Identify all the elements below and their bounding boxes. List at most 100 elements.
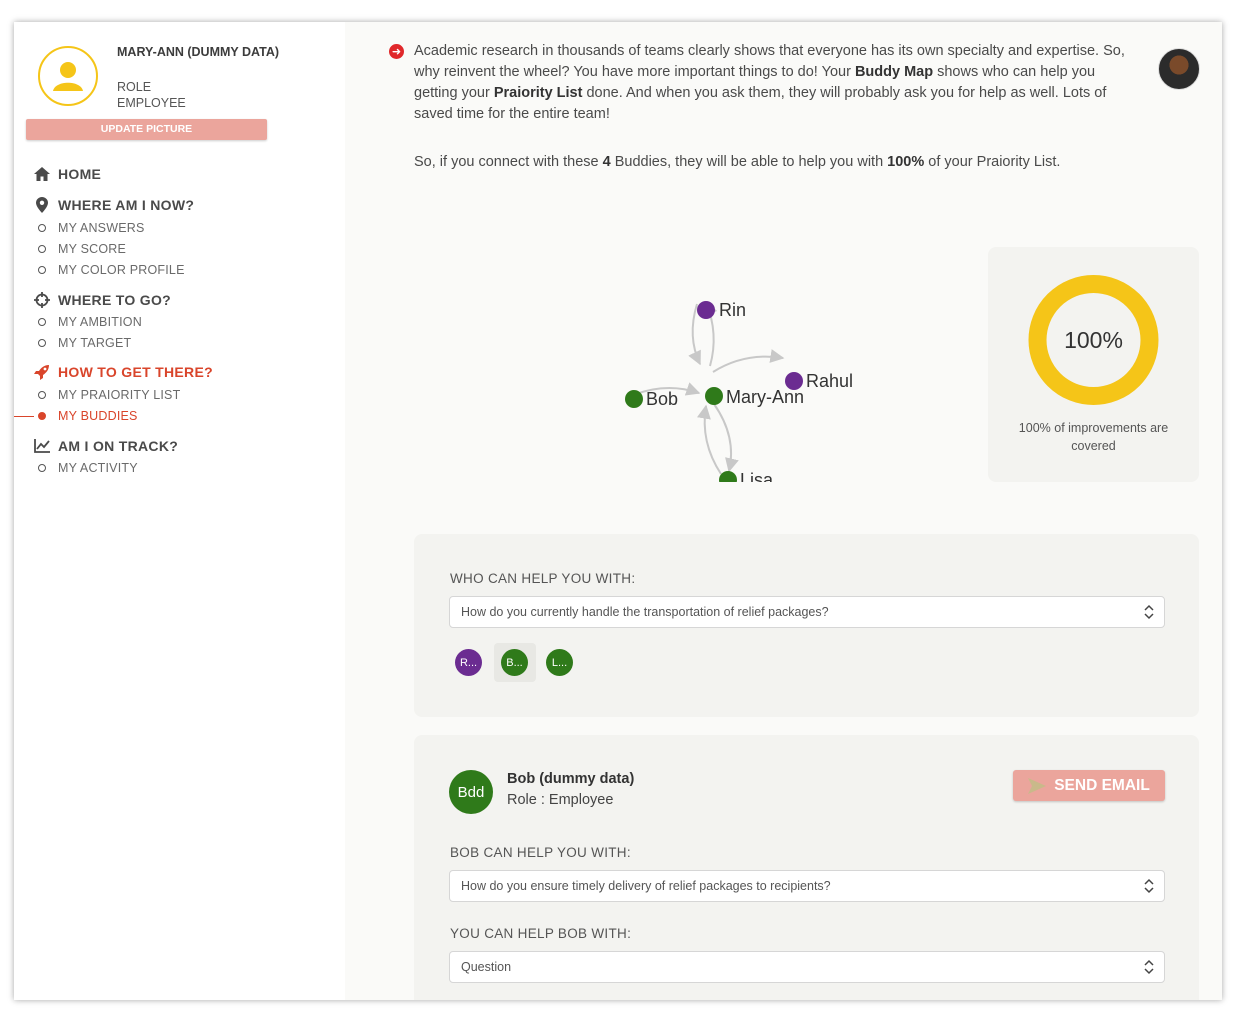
coverage-arc: [1028, 275, 1159, 405]
who-can-help-card: WHO CAN HELP YOU WITH: How do you curren…: [414, 534, 1199, 717]
who-can-help-select[interactable]: How do you currently handle the transpor…: [449, 596, 1165, 628]
you-help-buddy-select[interactable]: Question: [449, 951, 1165, 983]
node-lisa-label: Lisa: [740, 470, 774, 482]
nav-my-color-profile[interactable]: MY COLOR PROFILE: [38, 263, 185, 277]
edge-rin-to-maryann: [688, 303, 701, 366]
node-mary-ann-label: Mary-Ann: [726, 387, 804, 407]
summary-count: 4: [602, 154, 611, 170]
nav-my-praiority-list[interactable]: MY PRAIORITY LIST: [38, 388, 180, 402]
nav-my-color-profile-label: MY COLOR PROFILE: [58, 263, 185, 277]
node-rahul[interactable]: Rahul: [785, 371, 853, 391]
chevron-up-down-icon: [1144, 604, 1154, 620]
node-rin-label: Rin: [719, 300, 746, 320]
edge-maryann-to-rahul: [712, 349, 785, 373]
summary-text: So, if you connect with these 4 Buddies,…: [414, 154, 1154, 170]
profile-avatar: [38, 46, 98, 106]
node-bob-label: Bob: [646, 389, 678, 409]
buddy-can-help-select-value: How do you ensure timely delivery of rel…: [461, 879, 831, 893]
you-help-buddy-select-value: Question: [461, 960, 512, 974]
bullet-icon: [38, 318, 46, 326]
intro-buddy-map: Buddy Map: [854, 64, 934, 80]
nav-my-buddies[interactable]: MY BUDDIES: [38, 409, 138, 423]
intro-praiority-list: Praiority List: [493, 85, 583, 101]
profile-role-label: ROLE: [117, 80, 152, 94]
nav-where-to-go[interactable]: WHERE TO GO?: [34, 292, 171, 308]
node-rin[interactable]: Rin: [697, 300, 746, 320]
nav-how-to-get-there[interactable]: HOW TO GET THERE?: [34, 364, 213, 380]
nav-am-i-on-track-label: AM I ON TRACK?: [58, 438, 179, 454]
nav-my-target[interactable]: MY TARGET: [38, 336, 131, 350]
nav-where-am-i-label: WHERE AM I NOW?: [58, 197, 195, 213]
nav-my-answers-label: MY ANSWERS: [58, 221, 145, 235]
coverage-caption: 100% of improvements are covered: [1018, 421, 1169, 453]
user-photo-avatar[interactable]: [1158, 48, 1200, 90]
bullet-icon: [38, 266, 46, 274]
node-bob[interactable]: Bob: [625, 389, 678, 409]
nav-where-am-i[interactable]: WHERE AM I NOW?: [34, 197, 194, 213]
nav-my-answers[interactable]: MY ANSWERS: [38, 221, 145, 235]
node-mary-ann[interactable]: Mary-Ann: [705, 387, 804, 407]
nav-my-score-label: MY SCORE: [58, 242, 127, 256]
map-pin-icon: [34, 197, 50, 213]
node-rahul-label: Rahul: [806, 371, 853, 391]
send-email-label: SEND EMAIL: [1054, 776, 1150, 794]
intro-part1: Academic research in thousands of teams …: [414, 43, 1125, 80]
nav-home[interactable]: HOME: [34, 166, 101, 182]
node-lisa[interactable]: Lisa: [719, 470, 774, 482]
bullet-icon: [38, 245, 46, 253]
profile-name: MARY-ANN (DUMMY DATA): [117, 45, 280, 59]
sidebar: MARY-ANN (DUMMY DATA) ROLE EMPLOYEE UPDA…: [14, 22, 345, 1000]
buddy-avatar: Bdd: [449, 770, 493, 814]
edge-maryann-to-lisa: [713, 403, 739, 473]
nav-my-activity-label: MY ACTIVITY: [58, 461, 138, 475]
intro-part3: done. And when you ask them, they will p…: [414, 85, 1107, 122]
bullet-icon: [38, 391, 46, 399]
home-icon: [34, 166, 50, 182]
buddy-chip-rin[interactable]: R...: [455, 649, 482, 676]
intro-part2: shows who can help you getting your: [414, 64, 1096, 101]
app-window: MARY-ANN (DUMMY DATA) ROLE EMPLOYEE UPDA…: [14, 22, 1222, 1000]
nav-my-ambition-label: MY AMBITION: [58, 315, 142, 329]
nav-am-i-on-track[interactable]: AM I ON TRACK?: [34, 438, 178, 454]
bullet-icon: [38, 464, 46, 472]
nav-where-to-go-label: WHERE TO GO?: [58, 292, 172, 308]
coverage-donut: 100%: [1028, 275, 1159, 405]
send-email-button[interactable]: SEND EMAIL: [1013, 770, 1165, 801]
nav-my-target-label: MY TARGET: [58, 336, 132, 350]
nav-my-activity[interactable]: MY ACTIVITY: [38, 461, 138, 475]
bullet-icon: [38, 339, 46, 347]
active-indicator: [14, 416, 34, 417]
nav-my-score[interactable]: MY SCORE: [38, 242, 126, 256]
nav-my-ambition[interactable]: MY AMBITION: [38, 315, 142, 329]
bullet-icon: [38, 224, 46, 232]
you-help-buddy-label: YOU CAN HELP BOB WITH:: [450, 926, 632, 941]
arrow-right-circle-icon: ➜: [389, 44, 404, 59]
buddy-role: Role : Employee: [507, 792, 614, 808]
buddy-chip-lisa[interactable]: L...: [546, 649, 573, 676]
nav-home-label: HOME: [58, 166, 102, 182]
user-icon: [53, 62, 83, 91]
nav-my-buddies-label: MY BUDDIES: [58, 409, 138, 423]
chevron-up-down-icon: [1144, 959, 1154, 975]
summary-part3: of your Praiority List.: [924, 154, 1061, 170]
chevron-up-down-icon: [1144, 878, 1154, 894]
coverage-card: 100% 100% of improvements are covered: [988, 247, 1199, 482]
main-content: ➜ Academic research in thousands of team…: [345, 22, 1222, 1000]
summary-part1: So, if you connect with these: [414, 154, 603, 170]
nav-my-praiority-list-label: MY PRAIORITY LIST: [58, 388, 181, 402]
buddy-chip-bob[interactable]: B...: [501, 649, 528, 676]
edge-lisa-to-maryann: [697, 404, 722, 475]
buddy-can-help-select[interactable]: How do you ensure timely delivery of rel…: [449, 870, 1165, 902]
line-chart-icon: [34, 438, 50, 454]
summary-percent: 100%: [887, 154, 925, 170]
nav-how-to-get-there-label: HOW TO GET THERE?: [58, 364, 213, 380]
coverage-percent: 100%: [1064, 327, 1123, 353]
bullet-icon: [38, 412, 46, 420]
update-picture-button[interactable]: UPDATE PICTURE: [26, 119, 267, 140]
crosshair-icon: [34, 292, 50, 308]
buddy-detail-card: Bdd Bob (dummy data) Role : Employee SEN…: [414, 735, 1199, 1000]
intro-text: Academic research in thousands of teams …: [414, 41, 1139, 125]
profile-role-value: EMPLOYEE: [117, 96, 186, 110]
buddy-name: Bob (dummy data): [507, 771, 635, 787]
send-icon: [1028, 777, 1047, 794]
